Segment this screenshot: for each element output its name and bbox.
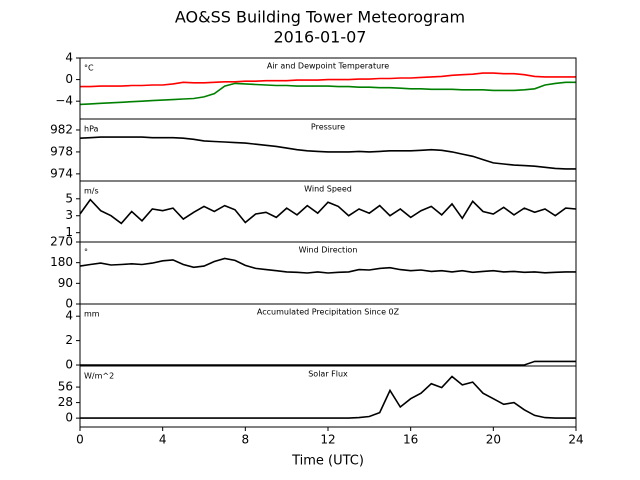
y-tick-label: 2	[65, 333, 73, 347]
data-line	[79, 257, 576, 274]
x-tick-label: 12	[320, 433, 335, 447]
unit-label: m/s	[84, 187, 99, 196]
y-tick-label: 0	[65, 297, 73, 311]
y-tick-label: 974	[50, 166, 73, 180]
data-line	[79, 136, 576, 170]
panel-label: Wind Direction	[299, 246, 358, 255]
y-tick-label: 0	[65, 358, 73, 372]
panel-label: Air and Dewpoint Temperature	[267, 62, 389, 71]
y-tick-label: 270	[50, 235, 73, 249]
data-line	[79, 81, 576, 106]
y-tick-label: 4	[65, 51, 73, 65]
y-tick-label: 3	[65, 208, 73, 222]
unit-label: °C	[84, 64, 94, 73]
y-tick-label: 28	[58, 395, 73, 409]
y-tick-label: 0	[65, 411, 73, 425]
x-tick-label: 24	[568, 433, 583, 447]
chart-title: AO&SS Building Tower Meteorogram	[175, 8, 465, 27]
panel-label: Accumulated Precipitation Since 0Z	[257, 308, 400, 317]
panel-frame	[79, 365, 577, 428]
y-tick-label: −4	[55, 94, 73, 108]
y-tick-label: 180	[50, 255, 73, 269]
y-tick-label: 982	[50, 122, 73, 136]
y-tick-label: 56	[58, 380, 73, 394]
x-tick-label: 16	[403, 433, 418, 447]
y-tick-label: 978	[50, 144, 73, 158]
panel-label: Solar Flux	[308, 370, 348, 379]
x-tick-label: 8	[242, 433, 250, 447]
unit-label: mm	[84, 310, 100, 319]
y-tick-label: 5	[65, 191, 73, 205]
y-tick-label: 1	[65, 225, 73, 239]
x-axis-label: Time (UTC)	[291, 454, 364, 469]
data-line	[80, 375, 576, 419]
data-line	[80, 72, 576, 88]
unit-label: hPa	[84, 125, 99, 134]
y-tick-label: 4	[65, 309, 73, 323]
data-line	[79, 198, 577, 225]
panel-label: Pressure	[311, 123, 345, 132]
data-line	[80, 360, 576, 366]
unit-label: °	[84, 248, 88, 257]
y-tick-label: 0	[65, 72, 73, 86]
chart-subtitle: 2016-01-07	[274, 28, 367, 47]
x-tick-label: 4	[159, 433, 167, 447]
panel-label: Wind Speed	[304, 185, 352, 194]
unit-label: W/m^2	[84, 372, 114, 381]
x-tick-label: 20	[486, 433, 501, 447]
y-tick-label: 90	[58, 276, 73, 290]
x-tick-label: 0	[76, 433, 84, 447]
